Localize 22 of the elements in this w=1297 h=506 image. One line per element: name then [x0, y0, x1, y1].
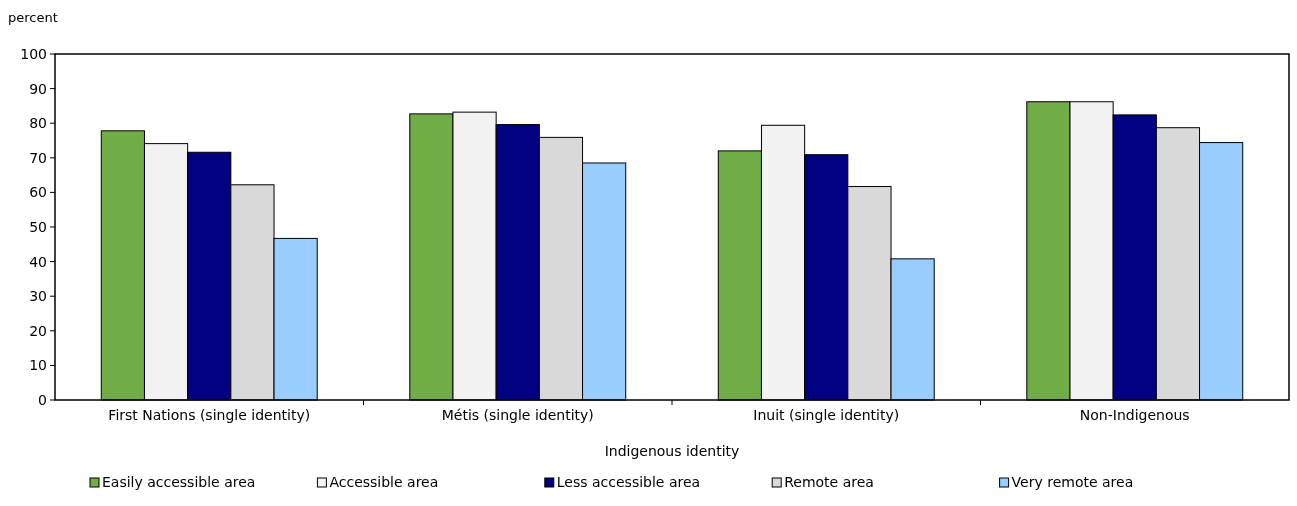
y-tick-label: 0 — [38, 391, 47, 408]
x-axis-title: Indigenous identity — [604, 443, 740, 459]
y-tick-label: 60 — [29, 184, 47, 201]
legend-label: Accessible area — [329, 474, 439, 490]
legend-label: Less accessible area — [556, 474, 701, 490]
y-tick-label: 50 — [29, 218, 47, 235]
x-tick-label: First Nations (single identity) — [108, 407, 311, 423]
y-tick-label: 20 — [29, 322, 47, 339]
y-tick-label: 40 — [29, 253, 47, 270]
legend-label: Remote area — [784, 474, 874, 490]
y-tick-label: 10 — [29, 357, 47, 374]
y-tick-label: 70 — [29, 149, 47, 166]
y-axis-title: percent — [8, 10, 58, 25]
x-tick-label: Inuit (single identity) — [753, 407, 900, 423]
y-tick-label: 30 — [29, 288, 47, 305]
legend-label: Very remote area — [1011, 474, 1134, 490]
y-tick-label: 90 — [29, 80, 47, 97]
y-tick-label: 80 — [29, 115, 47, 132]
y-tick-label: 100 — [20, 45, 47, 62]
legend-label: Easily accessible area — [102, 474, 256, 490]
x-tick-label: Non-Indigenous — [1079, 407, 1190, 423]
x-tick-label: Métis (single identity) — [441, 407, 594, 423]
